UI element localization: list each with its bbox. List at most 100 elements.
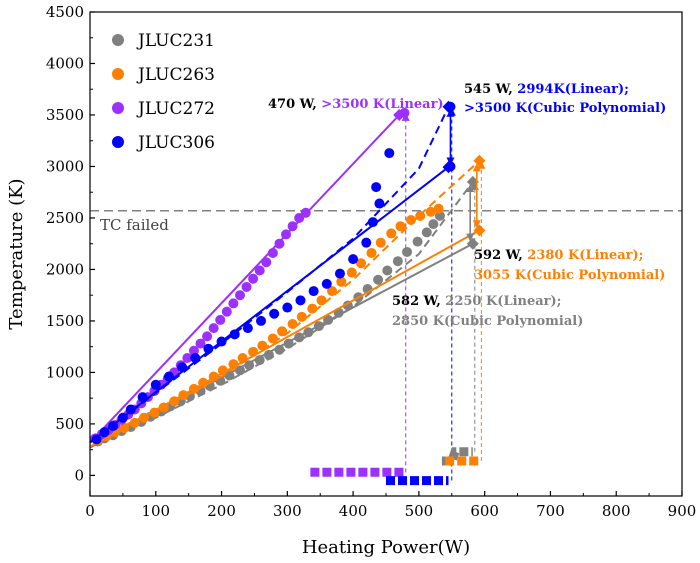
series-jluc272-point-29	[281, 229, 292, 240]
legend-label-jluc306: JLUC306	[136, 133, 215, 153]
x-tick-label-6: 600	[470, 502, 499, 520]
series-jluc263-point-9	[178, 390, 189, 401]
series-jluc306-point-21	[348, 254, 359, 265]
series-jluc306-point-19	[321, 278, 332, 289]
legend-label-jluc263: JLUC263	[136, 65, 215, 85]
x-tick-label-9: 900	[668, 502, 697, 520]
series-jluc231-point-17	[254, 355, 265, 366]
fit-endpoint-4	[393, 108, 406, 121]
series-jluc263-point-6	[149, 407, 160, 418]
series-jluc263-point-18	[267, 333, 278, 344]
series-jluc306-point-10	[203, 343, 214, 354]
series-jluc231-point-23	[313, 321, 324, 332]
series-jluc263-point-19	[277, 326, 288, 337]
annotation-a272: 470 W, >3500 K(Linear)	[268, 97, 444, 112]
legend-marker-jluc306	[112, 136, 124, 148]
axes: 0 100 200 300 400 500 600 700 800 900 0 500 1000 1500…	[46, 3, 697, 520]
annotation-a306b-part-0: >3500 K(Cubic Polynomial)	[464, 101, 666, 116]
legend-marker-jluc263	[112, 68, 124, 80]
series-jluc263-point-33	[415, 210, 426, 221]
annotation-a231b: 2850 K(Cubic Polynomial)	[392, 314, 583, 329]
series-jluc231-point-20	[283, 338, 294, 349]
series-jluc272-point-30	[287, 221, 298, 232]
annotation-a306a-part-0: 545 W,	[464, 82, 517, 97]
series-jluc231-poly-fit	[89, 181, 474, 443]
series-jluc263-point-7	[158, 402, 169, 413]
series-jluc272-point-32	[300, 207, 311, 218]
range-arrow-head-bottom-0	[446, 157, 455, 166]
series-jluc272-point-22	[234, 290, 245, 301]
range-arrow-head-top-2	[472, 163, 481, 172]
y-tick-label-6: 3000	[46, 157, 84, 175]
series-jluc263-point-35	[433, 203, 444, 214]
x-tick-label-5: 500	[405, 502, 434, 520]
series-jluc306-point-0	[91, 434, 102, 445]
annotation-a306a: 545 W, 2994K(Linear);	[464, 82, 629, 97]
series-jluc306-point-20	[334, 268, 345, 279]
series-jluc231-point-24	[323, 314, 334, 325]
x-tick-label-2: 200	[207, 502, 236, 520]
annotation-a306a-part-1: 2994K(Linear);	[517, 82, 629, 97]
legend-marker-jluc272	[112, 102, 124, 114]
annotation-a231b-part-0: 2850 K(Cubic Polynomial)	[392, 314, 583, 329]
legend-label-jluc272: JLUC272	[136, 99, 215, 119]
series-jluc263-point-32	[405, 215, 416, 226]
series-jluc272-point-26	[261, 257, 272, 268]
x-tick-label-0: 0	[85, 502, 95, 520]
series-jluc272-point-23	[241, 281, 252, 292]
series-jluc263-point-4	[129, 417, 140, 428]
annotation-a263a: 592 W, 2380 K(Linear);	[474, 248, 643, 263]
series-jluc263-point-24	[327, 286, 338, 297]
series-jluc306-point-12	[229, 329, 240, 340]
series-jluc263-point-12	[208, 371, 219, 382]
series-jluc263-point-16	[248, 346, 259, 357]
series-jluc231-point-18	[263, 349, 274, 360]
series-jluc306-point-6	[150, 379, 161, 390]
series-jluc272-point-18	[208, 323, 219, 334]
series-jluc306-point-8	[177, 362, 188, 373]
series-jluc263-point-27	[356, 258, 367, 269]
series-jluc263-point-15	[237, 353, 248, 364]
series-jluc272-point-14	[182, 353, 193, 364]
series-jluc306-point-22	[361, 237, 372, 248]
series-jluc306-point-7	[163, 371, 174, 382]
series-jluc272-point-19	[215, 314, 226, 325]
series-jluc306-point-26	[384, 148, 395, 159]
series-jluc263-point-29	[375, 237, 386, 248]
series-jluc306-point-11	[216, 336, 227, 347]
y-tick-label-0: 0	[74, 466, 84, 484]
series-jluc306-point-4	[125, 404, 136, 415]
series-jluc263-point-10	[188, 383, 199, 394]
legend-label-jluc231: JLUC231	[136, 31, 215, 51]
plot-content	[89, 100, 682, 486]
series-jluc272-point-28	[274, 238, 285, 249]
series-jluc231-point-21	[294, 332, 305, 343]
series-jluc263-point-13	[217, 365, 228, 376]
annotation-a306b: >3500 K(Cubic Polynomial)	[464, 101, 666, 116]
series-jluc231-point-33	[412, 236, 423, 247]
series-jluc272-point-24	[248, 273, 259, 284]
series-jluc263-point-14	[228, 359, 239, 370]
y-tick-label-8: 4000	[46, 54, 84, 72]
series-jluc306-point-2	[108, 420, 119, 431]
series-jluc263-linear-fit	[89, 229, 480, 448]
series-jluc263-point-28	[366, 247, 377, 258]
series-jluc263-point-22	[307, 303, 318, 314]
fit-endpoint-6	[442, 161, 455, 174]
series-jluc263-point-11	[198, 377, 209, 388]
annotation-a231a: 582 W, 2250 K(Linear);	[392, 294, 561, 309]
range-arrow-head-top-1	[466, 183, 475, 192]
annotation-a231a-part-1: 2250 K(Linear);	[445, 294, 561, 309]
y-tick-label-2: 1000	[46, 363, 84, 381]
x-tick-label-7: 700	[536, 502, 565, 520]
series-jluc263-point-26	[346, 267, 357, 278]
series-jluc306-point-23	[367, 217, 378, 228]
series-jluc231-point-31	[392, 256, 403, 267]
series-jluc272-point-20	[221, 306, 232, 317]
series-jluc306-point-3	[117, 412, 128, 423]
y-tick-label-9: 4500	[46, 3, 84, 21]
series-jluc272-linear-fit	[89, 114, 400, 444]
series-jluc272-point-27	[267, 247, 278, 258]
fit-endpoint-5	[442, 100, 455, 113]
